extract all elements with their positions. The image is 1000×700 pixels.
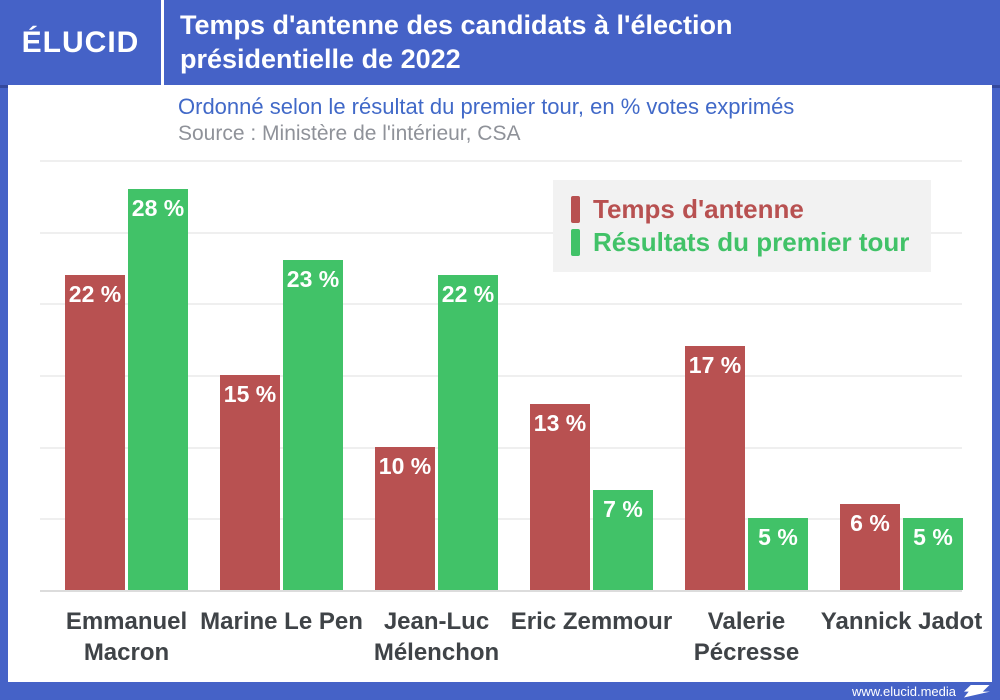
chart-subtitle: Ordonné selon le résultat du premier tou… (178, 94, 795, 119)
elucid-logo-text: ÉLUCID (21, 25, 140, 59)
legend-label-airtime: Temps d'antenne (593, 194, 804, 224)
legend-label-first-round: Résultats du premier tour (593, 227, 910, 257)
elucid-flag-icon (964, 684, 990, 698)
legend-color-marker-red (571, 196, 580, 223)
title-box: Temps d'antenne des candidats à l'électi… (164, 0, 1000, 85)
elucid-logo: ÉLUCID (0, 0, 161, 85)
chart-source: Source : Ministère de l'intérieur, CSA (178, 122, 521, 145)
legend-item-airtime: Temps d'antenne (571, 193, 931, 226)
legend-color-marker-green (571, 229, 580, 256)
header: ÉLUCID Temps d'antenne des candidats à l… (0, 0, 1000, 85)
footer-bar: www.elucid.media (0, 682, 1000, 700)
page-title: Temps d'antenne des candidats à l'électi… (180, 9, 733, 74)
footer-url: www.elucid.media (851, 683, 956, 699)
header-divider (161, 0, 164, 85)
legend: Temps d'antenne Résultats du premier tou… (553, 180, 931, 272)
legend-item-first-round: Résultats du premier tour (571, 226, 931, 259)
chart-panel: Ordonné selon le résultat du premier tou… (8, 85, 992, 682)
